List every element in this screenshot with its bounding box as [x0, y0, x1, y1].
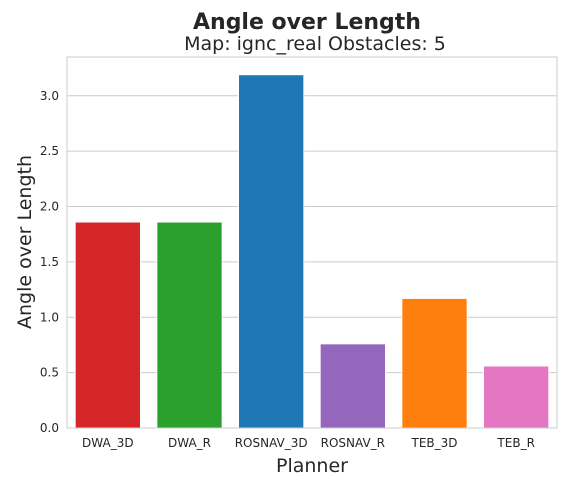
x-tick-label: DWA_R	[168, 436, 211, 450]
x-tick-labels: DWA_3D DWA_R ROSNAV_3D ROSNAV_R TEB_3D TEB_R	[82, 436, 535, 450]
y-tick-label: 2.0	[40, 200, 59, 214]
plot-frame	[66, 56, 558, 429]
bars	[74, 74, 550, 429]
bar-rosnav-r	[319, 343, 386, 429]
bar-rosnav-3d	[238, 74, 305, 429]
bar-dwa-r	[156, 221, 223, 429]
y-tick-label: 0.0	[40, 421, 59, 435]
x-tick-label: DWA_3D	[82, 436, 134, 450]
y-tick-label: 3.0	[40, 89, 59, 103]
y-tick-label: 2.5	[40, 144, 59, 158]
y-axis-label: Angle over Length	[14, 155, 36, 329]
y-tick-label: 0.5	[40, 366, 59, 380]
bar-teb-3d	[401, 297, 468, 429]
x-tick-label: ROSNAV_3D	[235, 436, 308, 450]
x-axis-label: Planner	[276, 455, 348, 477]
bar-teb-r	[483, 365, 550, 429]
bar-dwa-3d	[74, 221, 141, 429]
chart-suptitle: Angle over Length	[193, 10, 421, 35]
y-tick-label: 1.0	[40, 310, 59, 324]
y-gridlines	[67, 95, 557, 429]
chart-title: Map: ignc_real Obstacles: 5	[184, 33, 446, 55]
y-tick-label: 1.5	[40, 255, 59, 269]
x-tick-label: TEB_3D	[410, 436, 457, 450]
x-tick-label: TEB_R	[496, 436, 534, 450]
y-tick-labels: 0.0 0.5 1.0 1.5 2.0 2.5 3.0	[40, 89, 59, 435]
x-tick-label: ROSNAV_R	[321, 436, 385, 450]
